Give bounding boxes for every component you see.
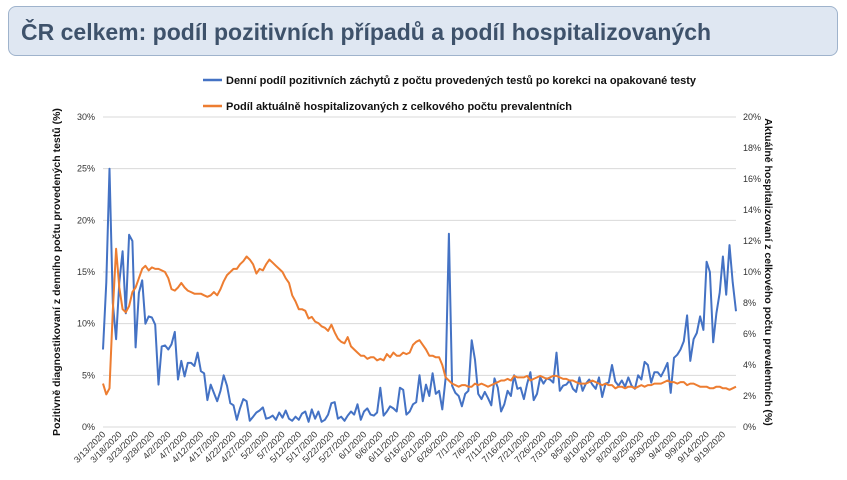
y-right-tick-label: 12% bbox=[743, 236, 761, 246]
y-right-tick-label: 8% bbox=[743, 298, 756, 308]
page-title: ČR celkem: podíl pozitivních případů a p… bbox=[21, 19, 712, 45]
y-right-axis-title: Aktuálně hospitalizovaní z celkového poč… bbox=[762, 118, 774, 425]
y-right-tick-label: 14% bbox=[743, 205, 761, 215]
y-right-tick-label: 18% bbox=[743, 143, 761, 153]
series-layer bbox=[102, 167, 737, 423]
gridlines bbox=[103, 116, 736, 428]
y-right-tick-label: 0% bbox=[743, 422, 756, 432]
y-right-tick-label: 16% bbox=[743, 174, 761, 184]
legend-label-positivity: Denní podíl pozitivních záchytů z počtu … bbox=[226, 75, 697, 87]
y-left-tick-labels: 0% 5% 10% 15% 20% 25% 30% bbox=[77, 112, 95, 432]
legend-label-hospitalized: Podíl aktuálně hospitalizovaných z celko… bbox=[226, 101, 572, 113]
title-banner: ČR celkem: podíl pozitivních případů a p… bbox=[8, 6, 838, 56]
y-right-tick-labels: 0% 2% 4% 6% 8% 10% 12% 14% 16% 18% 20% bbox=[743, 112, 761, 432]
y-left-tick-label: 15% bbox=[77, 267, 95, 277]
y-left-tick-label: 30% bbox=[77, 112, 95, 122]
y-right-tick-label: 20% bbox=[743, 112, 761, 122]
series-line-positivity bbox=[102, 167, 737, 423]
y-left-tick-label: 5% bbox=[82, 370, 95, 380]
x-tick-labels: 3/13/20203/18/20203/23/20203/28/20204/2/… bbox=[72, 429, 727, 464]
y-left-axis-title: Pozitivně diagnostikovaní z denního počt… bbox=[51, 108, 63, 436]
series-line-hospitalized bbox=[102, 247, 737, 396]
y-right-tick-label: 2% bbox=[743, 391, 756, 401]
y-right-tick-label: 4% bbox=[743, 360, 756, 370]
y-left-tick-label: 10% bbox=[77, 319, 95, 329]
y-left-tick-label: 0% bbox=[82, 422, 95, 432]
y-left-tick-label: 25% bbox=[77, 164, 95, 174]
y-left-tick-label: 20% bbox=[77, 215, 95, 225]
y-right-tick-label: 6% bbox=[743, 329, 756, 339]
y-right-tick-label: 10% bbox=[743, 267, 761, 277]
legend: Denní podíl pozitivních záchytů z počtu … bbox=[203, 75, 697, 113]
